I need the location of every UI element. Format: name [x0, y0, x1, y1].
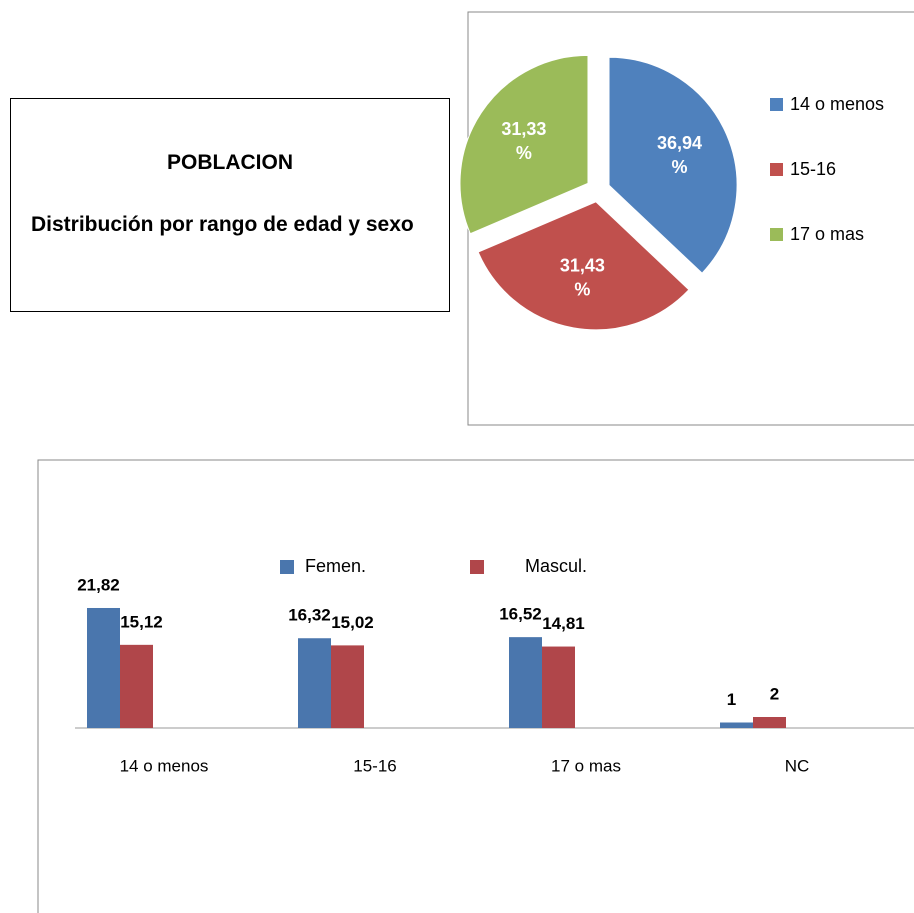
legend-swatch: [770, 98, 783, 111]
bar-label: 14,81: [542, 614, 585, 633]
bar: [753, 717, 786, 728]
bar: [331, 645, 364, 728]
pie-slice: [459, 54, 589, 235]
pie-label: 31,43%: [560, 255, 605, 299]
bar: [542, 646, 575, 728]
text-box: POBLACION Distribución por rango de edad…: [10, 98, 450, 312]
x-tick-label: 14 o menos: [120, 756, 209, 775]
bar-label: 21,82: [77, 575, 120, 594]
pie-label: 36,94%: [657, 133, 702, 177]
bar-label: 1: [727, 690, 736, 709]
box-title: POBLACION: [167, 151, 293, 174]
legend-label: Mascul.: [525, 556, 587, 576]
legend-swatch: [770, 228, 783, 241]
legend-swatch: [470, 560, 484, 574]
legend-swatch: [770, 163, 783, 176]
pie-label: 31,33%: [501, 119, 546, 163]
x-tick-label: NC: [785, 756, 810, 775]
bar-frame: [37, 459, 914, 913]
bar-label: 15,02: [331, 613, 374, 632]
bar-label: 16,52: [499, 605, 542, 624]
box-body: Distribución por rango de edad y sexo: [31, 213, 414, 236]
x-tick-label: 15-16: [353, 756, 396, 775]
bar: [298, 638, 331, 728]
legend-label: Femen.: [305, 556, 366, 576]
legend-label: 17 o mas: [790, 224, 864, 244]
legend-swatch: [280, 560, 294, 574]
bar: [720, 722, 753, 728]
bar-label: 15,12: [120, 612, 163, 631]
bar: [509, 637, 542, 728]
bar: [87, 607, 120, 728]
pie-slice: [608, 56, 738, 274]
bar: [120, 644, 153, 728]
x-tick-label: 17 o mas: [551, 756, 621, 775]
bar-label: 2: [770, 684, 779, 703]
pie-slice: [477, 201, 690, 331]
bar-label: 16,32: [288, 606, 331, 625]
legend-label: 15-16: [790, 159, 836, 179]
legend-label: 14 o menos: [790, 94, 884, 114]
